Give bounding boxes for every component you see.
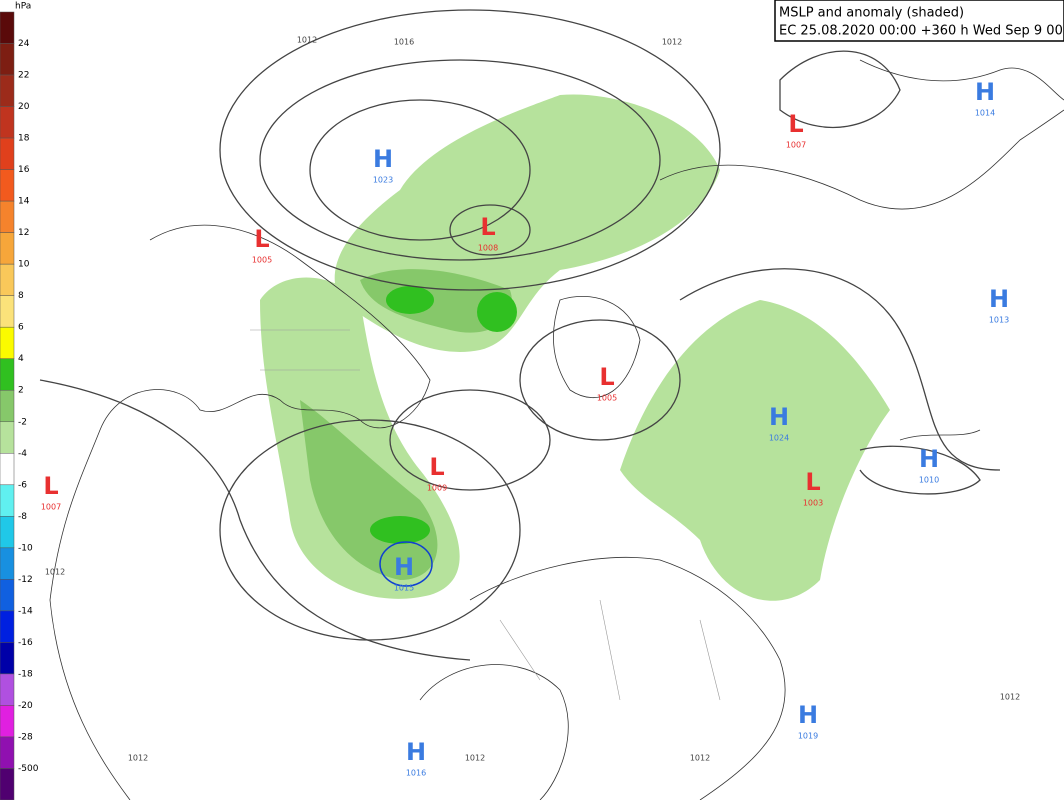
legend-swatch <box>0 232 15 265</box>
isobar-label: 1012 <box>297 36 317 45</box>
center-symbol: H <box>406 738 426 766</box>
legend-swatch <box>0 579 15 612</box>
legend-label: -28 <box>18 732 33 742</box>
legend-swatch <box>0 200 15 233</box>
header-title: MSLP and anomaly (shaded) <box>779 6 964 21</box>
center-pressure: 1003 <box>803 499 823 508</box>
center-symbol: L <box>599 363 614 391</box>
center-pressure: 1005 <box>252 256 272 265</box>
center-pressure: 1010 <box>919 476 939 485</box>
legend-label: -2 <box>18 417 27 427</box>
center-symbol: L <box>429 453 444 481</box>
legend-swatch <box>0 74 15 107</box>
legend-label: 14 <box>18 197 30 207</box>
legend-swatch <box>0 11 15 44</box>
center-symbol: H <box>373 145 393 173</box>
legend-label: 18 <box>18 134 30 144</box>
legend-swatch <box>0 421 15 454</box>
legend-label: -4 <box>18 449 27 459</box>
legend-label: 16 <box>18 165 30 175</box>
legend-swatch <box>0 547 15 580</box>
legend-label: -500 <box>18 764 39 774</box>
legend-swatch <box>0 43 15 76</box>
center-pressure: 1023 <box>373 176 393 185</box>
legend-label: -16 <box>18 638 33 648</box>
legend-swatch <box>0 516 15 549</box>
legend-label: 6 <box>18 323 24 333</box>
center-pressure: 1019 <box>798 732 818 741</box>
legend-swatch <box>0 642 15 675</box>
legend-label: 24 <box>18 39 30 49</box>
legend-unit: hPa <box>15 2 31 12</box>
legend-label: 2 <box>18 386 24 396</box>
center-symbol: L <box>805 468 820 496</box>
header-run: EC 25.08.2020 00:00 +360 h Wed Sep 9 00h… <box>779 24 1064 39</box>
isobar-label: 1012 <box>45 568 65 577</box>
isobar-label: 1012 <box>465 754 485 763</box>
legend-swatch <box>0 295 15 328</box>
legend-label: 10 <box>18 260 30 270</box>
anomaly-shading <box>260 94 890 601</box>
center-pressure: 1016 <box>406 769 426 778</box>
legend-label: -20 <box>18 701 33 711</box>
center-symbol: H <box>769 403 789 431</box>
isobar-label: 1012 <box>662 38 682 47</box>
legend-label: -8 <box>18 512 27 522</box>
legend-label: 20 <box>18 102 30 112</box>
legend-label: -12 <box>18 575 33 585</box>
legend-swatch <box>0 673 15 706</box>
coastlines <box>49 59 1064 800</box>
center-pressure: 1007 <box>786 141 806 150</box>
legend-swatch <box>0 389 15 423</box>
isobars <box>39 9 1001 661</box>
center-pressure: 1024 <box>769 434 789 443</box>
legend-label: -18 <box>18 669 33 679</box>
legend-label: 4 <box>18 354 24 364</box>
legend-swatch <box>0 736 15 769</box>
isobar-label: 1012 <box>1000 693 1020 702</box>
legend-swatch <box>0 169 15 202</box>
legend-label: -14 <box>18 606 33 616</box>
center-symbol: H <box>394 553 414 581</box>
center-pressure: 1008 <box>478 244 498 253</box>
center-pressure: 1009 <box>427 484 447 493</box>
center-pressure: 1013 <box>989 316 1009 325</box>
legend-swatch <box>0 326 15 359</box>
legend-swatch <box>0 106 15 139</box>
center-symbol: H <box>798 701 818 729</box>
legend-swatch <box>0 358 15 391</box>
center-symbol: H <box>919 445 939 473</box>
center-pressure: 1007 <box>41 503 61 512</box>
center-symbol: L <box>480 213 495 241</box>
legend-swatch <box>0 610 15 643</box>
legend-label: -10 <box>18 543 33 553</box>
legend-swatch <box>0 484 15 517</box>
center-pressure: 1014 <box>975 109 995 118</box>
center-pressure: 1005 <box>597 394 617 403</box>
legend-label: -6 <box>18 480 27 490</box>
center-symbol: L <box>788 110 803 138</box>
center-pressure: 1015 <box>394 584 414 593</box>
legend-swatch <box>0 263 15 296</box>
legend-swatch <box>0 768 15 800</box>
isobar-label: 1012 <box>690 754 710 763</box>
header-box <box>774 0 1064 42</box>
legend-label: 22 <box>18 71 29 81</box>
legend-swatch <box>0 453 15 486</box>
legend-swatch <box>0 137 15 170</box>
center-symbol: H <box>975 78 995 106</box>
legend-swatch <box>0 705 15 738</box>
center-symbol: L <box>254 225 269 253</box>
isobar-label: 1012 <box>128 754 148 763</box>
legend-label: 8 <box>18 291 24 301</box>
isobar-label: 1016 <box>394 38 414 47</box>
legend-label: 12 <box>18 228 29 238</box>
center-symbol: H <box>989 285 1009 313</box>
center-symbol: L <box>43 472 58 500</box>
